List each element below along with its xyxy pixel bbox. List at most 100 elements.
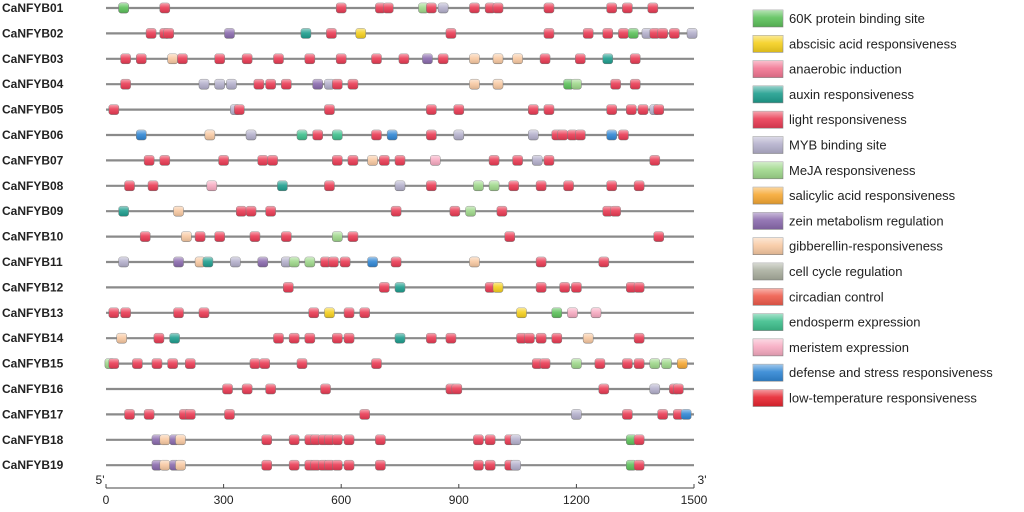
gene-row: CaNFYB14 — [2, 331, 694, 345]
legend-swatch-gloss — [753, 389, 783, 407]
cis-element-gloss — [438, 53, 449, 64]
cis-element-gloss — [163, 28, 174, 39]
legend-label: circadian control — [789, 289, 884, 304]
cis-element-gloss — [253, 79, 264, 90]
cis-element-gloss — [649, 358, 660, 369]
cis-element-gloss — [273, 53, 284, 64]
cis-element-gloss — [181, 231, 192, 242]
cis-element-gloss — [469, 257, 480, 267]
cis-element-gloss — [310, 460, 321, 471]
cis-element-gloss — [249, 358, 260, 369]
legend-item: salicylic acid responsiveness — [752, 186, 956, 205]
cis-element-gloss — [224, 409, 235, 420]
cis-element-gloss — [536, 333, 547, 344]
cis-element-gloss — [249, 231, 260, 242]
cis-element-gloss — [118, 257, 129, 267]
cis-element-gloss — [195, 231, 206, 242]
cis-element-gloss — [297, 130, 307, 140]
cis-element-gloss — [148, 180, 159, 191]
cis-element-gloss — [653, 104, 664, 115]
cis-element-gloss — [222, 384, 233, 394]
cis-element-gloss — [473, 460, 484, 471]
gene-row: CaNFYB12 — [2, 280, 694, 294]
cis-element-gloss — [677, 358, 688, 369]
cis-element-gloss — [214, 79, 225, 90]
cis-element-gloss — [289, 333, 300, 344]
cis-element-gloss — [371, 130, 382, 140]
cis-element-gloss — [344, 307, 355, 318]
cis-element-gloss — [657, 28, 668, 39]
gene-row: CaNFYB18 — [2, 433, 694, 447]
gene-label: CaNFYB12 — [2, 280, 64, 294]
cis-element-gloss — [120, 79, 131, 90]
cis-element-gloss — [571, 282, 582, 293]
cis-element-gloss — [265, 79, 276, 90]
cis-element-gloss — [320, 257, 331, 267]
cis-element-gloss — [159, 460, 170, 471]
cis-element-gloss — [661, 358, 672, 369]
cis-element-gloss — [375, 434, 386, 445]
cis-element-gloss — [177, 53, 188, 64]
cis-element-gloss — [297, 358, 307, 369]
cis-element-gloss — [261, 434, 272, 445]
cis-element-gloss — [332, 130, 343, 140]
legend-swatch-gloss — [753, 111, 783, 129]
cis-element-gloss — [532, 358, 543, 369]
cis-element-gloss — [173, 206, 184, 217]
cis-element-gloss — [649, 28, 660, 39]
gene-label: CaNFYB11 — [2, 255, 63, 269]
cis-element-gloss — [204, 130, 215, 140]
cis-element-gloss — [649, 155, 660, 166]
cis-element-gloss — [344, 434, 355, 445]
legend-item: anaerobic induction — [752, 60, 902, 78]
cis-element-gloss — [332, 231, 343, 242]
legend-item: zein metabolism regulation — [752, 212, 944, 230]
axis-tick-label: 1200 — [563, 493, 590, 507]
legend-label: MYB binding site — [789, 138, 887, 153]
cis-element-gloss — [622, 3, 633, 13]
cis-element-gloss — [324, 79, 335, 90]
cis-element-gloss — [242, 384, 253, 394]
gene-label: CaNFYB08 — [2, 179, 64, 193]
cis-element-gloss — [332, 333, 343, 344]
cis-element-gloss — [602, 28, 613, 39]
legend-swatch-gloss — [753, 313, 783, 331]
cis-element-gloss — [591, 307, 601, 318]
cis-element-gloss — [465, 206, 476, 217]
cis-element-gloss — [602, 53, 613, 64]
cis-element-gloss — [312, 79, 323, 90]
legend-item: auxin responsiveness — [752, 85, 915, 104]
cis-element-gloss — [116, 333, 127, 344]
cis-element-gloss — [493, 79, 503, 90]
cis-element-gloss — [304, 257, 315, 267]
cis-element-gloss — [344, 460, 355, 471]
gene-label: CaNFYB10 — [2, 230, 64, 244]
legend-label: light responsiveness — [789, 112, 907, 127]
legend-swatch-gloss — [753, 85, 783, 103]
cis-element-gloss — [308, 307, 319, 318]
legend-swatch-gloss — [753, 364, 783, 382]
legend: 60K protein binding site abscisic acid re… — [752, 9, 993, 407]
legend-label: zein metabolism regulation — [789, 213, 944, 228]
cis-element-gloss — [324, 180, 335, 191]
cis-element-gloss — [265, 384, 276, 394]
cis-element-gloss — [395, 180, 405, 191]
cis-element-gloss — [169, 333, 180, 344]
cis-element-gloss — [473, 180, 484, 191]
cis-element-gloss — [551, 307, 562, 318]
cis-element-gloss — [638, 104, 649, 115]
cis-element-gloss — [451, 384, 462, 394]
cis-element-gloss — [371, 358, 382, 369]
cis-element-gloss — [653, 231, 664, 242]
cis-element-gloss — [528, 130, 539, 140]
cis-element-gloss — [469, 79, 480, 90]
gene-label: CaNFYB02 — [2, 26, 64, 40]
cis-element-gloss — [359, 307, 370, 318]
cis-element-gloss — [347, 79, 358, 90]
cis-element-gloss — [185, 358, 196, 369]
cis-element-gloss — [267, 155, 278, 166]
cis-element-gloss — [687, 28, 698, 39]
legend-label: gibberellin-responsiveness — [789, 239, 943, 254]
legend-item: meristem expression — [752, 338, 909, 357]
cis-element-gloss — [108, 358, 119, 369]
